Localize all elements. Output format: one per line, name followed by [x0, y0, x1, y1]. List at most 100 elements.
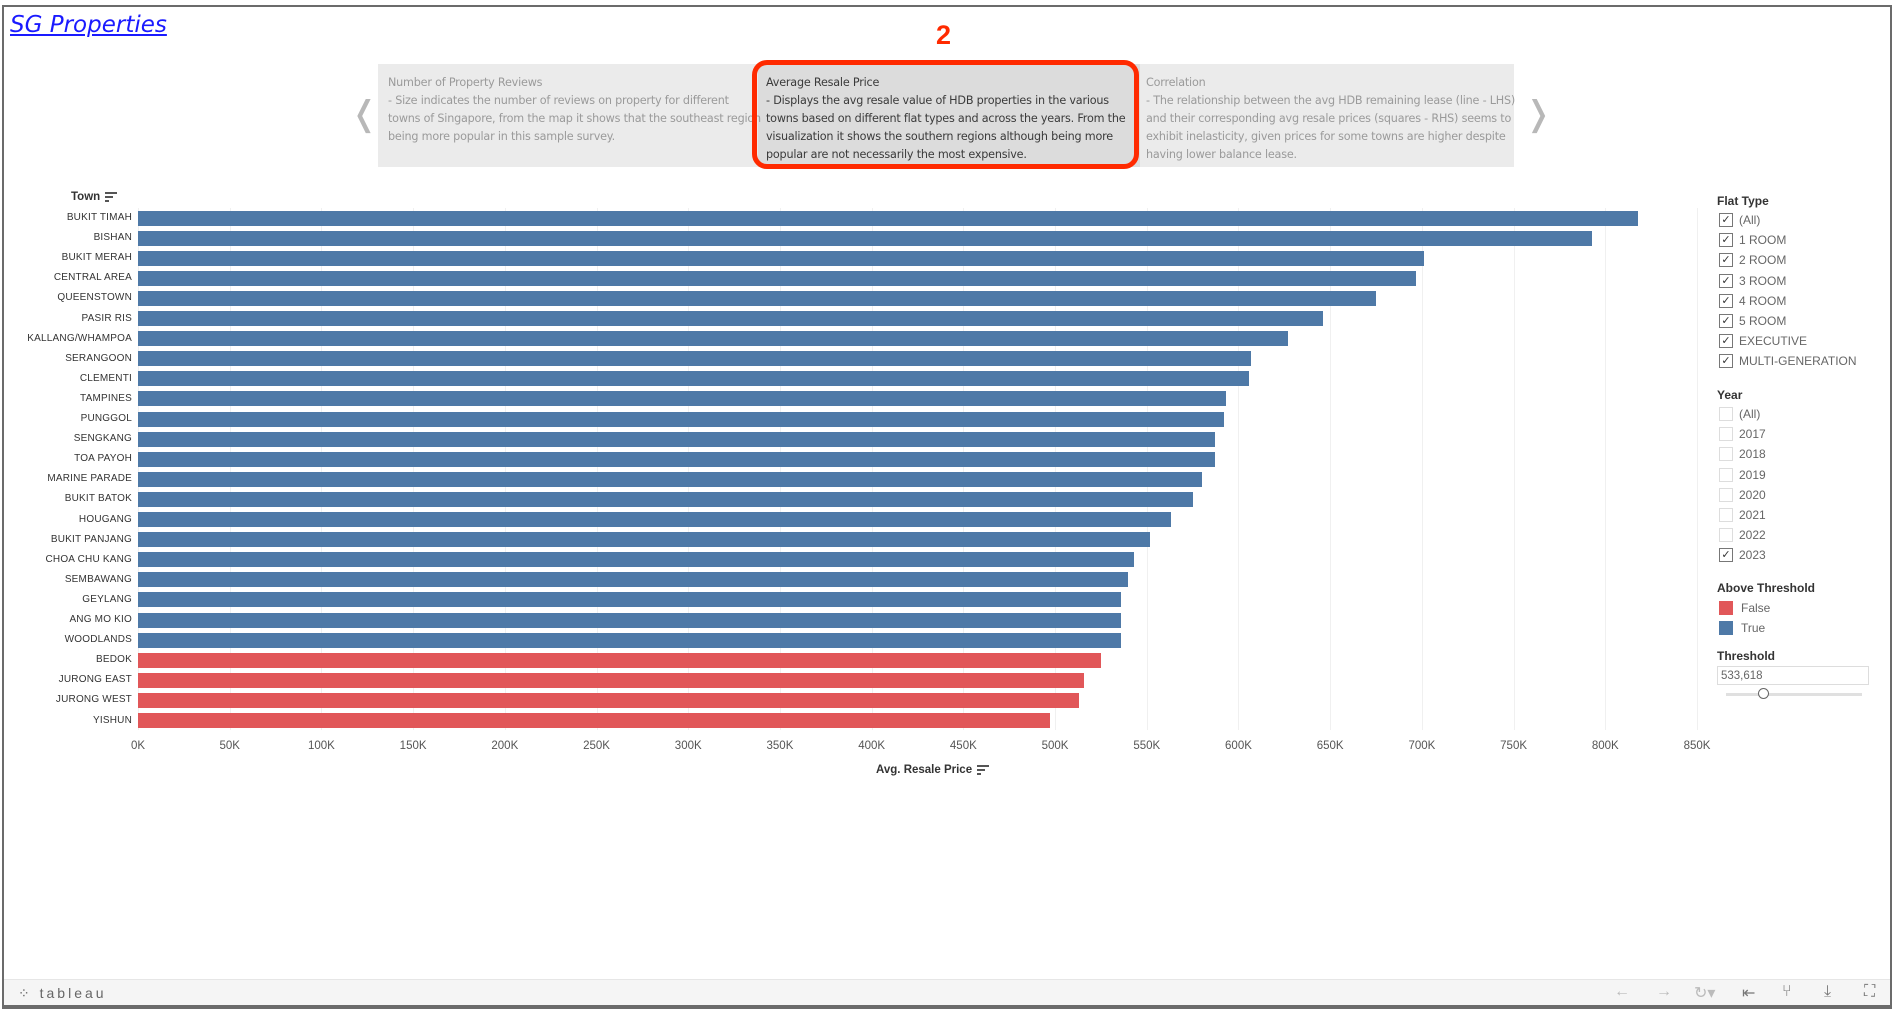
checkbox[interactable] — [1719, 508, 1733, 522]
bar-punggol[interactable] — [138, 411, 1224, 427]
bar-hougang[interactable] — [138, 512, 1171, 527]
fullscreen-icon[interactable]: ⛶ — [1864, 983, 1876, 1000]
year-option[interactable]: 2022 — [1719, 528, 1766, 543]
bar-sengkang[interactable] — [138, 431, 1215, 447]
checkbox[interactable]: ✓ — [1719, 548, 1733, 563]
flat-type-option[interactable]: ✓ MULTI-GENERATION — [1719, 354, 1857, 369]
town-label[interactable]: ANG MO KIO — [69, 614, 132, 625]
sort-icon[interactable] — [105, 191, 118, 202]
town-label[interactable]: YISHUN — [93, 714, 132, 726]
checkbox[interactable] — [1719, 407, 1733, 421]
checkbox[interactable]: ✓ — [1719, 314, 1733, 328]
bar-pasir-ris[interactable] — [138, 311, 1323, 326]
threshold-slider-handle[interactable] — [1757, 688, 1769, 699]
bar-jurong-west[interactable] — [138, 692, 1079, 708]
town-label[interactable]: HOUGANG — [78, 513, 132, 525]
town-label[interactable]: SENGKANG — [73, 433, 132, 445]
bar-yishun[interactable] — [138, 713, 1050, 728]
town-label[interactable]: CENTRAL AREA — [53, 272, 132, 284]
story-point-1[interactable]: Number of Property Reviews - Size indica… — [388, 74, 763, 146]
checkbox[interactable]: ✓ — [1719, 334, 1733, 349]
year-option[interactable]: ✓ 2023 — [1719, 548, 1766, 563]
town-label[interactable]: SERANGOON — [65, 352, 132, 364]
chevron-left-icon[interactable]: ❬ — [350, 94, 379, 134]
town-label[interactable]: CLEMENTI — [79, 372, 132, 384]
town-label[interactable]: KALLANG/WHAMPOA — [27, 332, 132, 344]
bar-clementi[interactable] — [138, 371, 1250, 387]
checkbox[interactable] — [1719, 447, 1733, 462]
year-option[interactable]: (All) — [1719, 407, 1760, 421]
x-axis-header[interactable]: Avg. Resale Price — [876, 764, 990, 776]
redo-icon[interactable]: → — [1656, 983, 1672, 1000]
town-label[interactable]: MARINE PARADE — [47, 473, 132, 485]
bar-choa-chu-kang[interactable] — [138, 552, 1134, 568]
town-label[interactable]: SEMBAWANG — [64, 573, 132, 585]
town-label[interactable]: BUKIT TIMAH — [66, 212, 132, 223]
bar-woodlands[interactable] — [138, 632, 1122, 648]
bar-bukit-panjang[interactable] — [138, 532, 1151, 548]
threshold-input[interactable] — [1717, 666, 1869, 685]
bar-bukit-merah[interactable] — [138, 250, 1424, 266]
checkbox[interactable]: ✓ — [1719, 354, 1733, 369]
year-option[interactable]: 2018 — [1719, 447, 1766, 462]
town-label[interactable]: PUNGGOL — [80, 413, 132, 424]
checkbox[interactable]: ✓ — [1719, 273, 1733, 288]
bar-ang-mo-kio[interactable] — [138, 612, 1122, 628]
chevron-right-icon[interactable]: ❭ — [1524, 94, 1553, 134]
checkbox[interactable] — [1719, 467, 1733, 482]
flat-type-option[interactable]: ✓ 4 ROOM — [1719, 293, 1786, 308]
town-label[interactable]: BISHAN — [93, 232, 132, 244]
year-option[interactable]: 2020 — [1719, 487, 1766, 502]
sort-icon[interactable] — [977, 764, 990, 775]
town-label[interactable]: TAMPINES — [80, 392, 132, 404]
flat-type-option[interactable]: ✓ (All) — [1719, 213, 1760, 227]
revert-icon[interactable]: ↻▾ — [1694, 985, 1716, 1002]
town-label[interactable]: JURONG EAST — [58, 674, 132, 686]
flat-type-option[interactable]: ✓ 2 ROOM — [1719, 253, 1786, 268]
town-label[interactable]: GEYLANG — [82, 593, 132, 605]
flat-type-option[interactable]: ✓ 5 ROOM — [1719, 314, 1786, 328]
town-label[interactable]: CHOA CHU KANG — [45, 553, 132, 565]
bar-jurong-east[interactable] — [138, 672, 1085, 688]
town-label[interactable]: BUKIT PANJANG — [50, 533, 132, 545]
undo-icon[interactable]: ← — [1614, 983, 1630, 1000]
download-icon[interactable]: ⤓ — [1824, 983, 1832, 1000]
town-label[interactable]: BUKIT MERAH — [61, 252, 132, 264]
town-label[interactable]: BEDOK — [95, 654, 132, 666]
town-label[interactable]: QUEENSTOWN — [57, 292, 132, 304]
town-axis-header[interactable]: Town — [71, 191, 118, 203]
tableau-logo[interactable]: ⁘ tableau — [18, 985, 107, 1001]
flat-type-option[interactable]: ✓ 3 ROOM — [1719, 273, 1786, 288]
checkbox[interactable]: ✓ — [1719, 213, 1733, 227]
dashboard-title-link[interactable]: SG Properties — [10, 12, 167, 38]
bar-tampines[interactable] — [138, 391, 1226, 407]
checkbox[interactable] — [1719, 427, 1733, 442]
bar-bishan[interactable] — [138, 230, 1593, 246]
flat-type-option[interactable]: ✓ EXECUTIVE — [1719, 334, 1807, 349]
checkbox[interactable] — [1719, 528, 1733, 543]
year-option[interactable]: 2019 — [1719, 467, 1766, 482]
share-icon[interactable]: ⑂ — [1782, 983, 1792, 1000]
bar-queenstown[interactable] — [138, 290, 1377, 306]
checkbox[interactable]: ✓ — [1719, 293, 1733, 308]
bar-kallang-whampoa[interactable] — [138, 331, 1288, 347]
bar-geylang[interactable] — [138, 592, 1122, 608]
checkbox[interactable]: ✓ — [1719, 233, 1733, 248]
story-point-2[interactable]: Average Resale Price - Displays the avg … — [766, 74, 1141, 164]
flat-type-option[interactable]: ✓ 1 ROOM — [1719, 233, 1786, 248]
bar-serangoon[interactable] — [138, 351, 1252, 367]
bar-bedok[interactable] — [138, 652, 1101, 668]
checkbox[interactable]: ✓ — [1719, 253, 1733, 268]
bar-sembawang[interactable] — [138, 572, 1129, 588]
town-label[interactable]: WOODLANDS — [64, 634, 132, 646]
town-label[interactable]: BUKIT BATOK — [64, 493, 132, 505]
revert-all-icon[interactable]: ⇤ — [1742, 985, 1756, 1002]
legend-item[interactable]: False — [1719, 601, 1770, 615]
town-label[interactable]: TOA PAYOH — [74, 453, 132, 465]
year-option[interactable]: 2021 — [1719, 508, 1766, 522]
bar-marine-parade[interactable] — [138, 471, 1202, 487]
year-option[interactable]: 2017 — [1719, 427, 1766, 442]
bar-bukit-batok[interactable] — [138, 491, 1193, 507]
threshold-slider-track[interactable] — [1726, 693, 1862, 696]
story-point-3[interactable]: Correlation - The relationship between t… — [1146, 74, 1521, 164]
